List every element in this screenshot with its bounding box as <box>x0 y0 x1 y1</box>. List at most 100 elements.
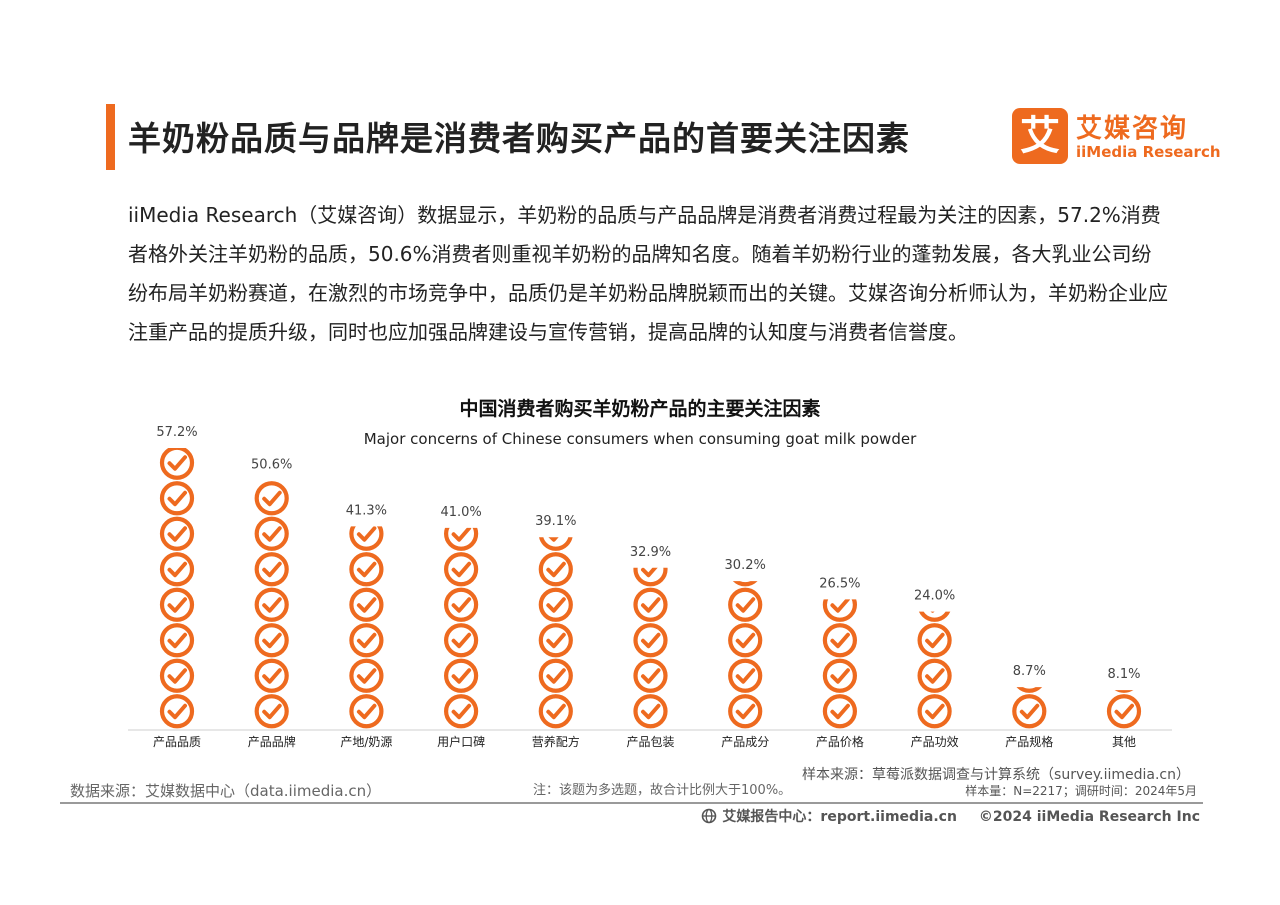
check-circle-icon <box>822 694 858 729</box>
check-circle-icon <box>917 623 952 658</box>
check-circle-icon <box>159 694 195 729</box>
check-circle-icon <box>254 587 289 622</box>
check-circle-icon <box>349 658 384 693</box>
check-circle-icon <box>539 537 573 551</box>
check-circle-icon <box>1016 687 1043 693</box>
value-label: 24.0% <box>914 589 955 604</box>
category-label: 产地/奶源 <box>340 735 392 749</box>
bar-产品功效 <box>917 611 952 729</box>
check-circle-icon <box>538 658 573 693</box>
category-label: 产品品质 <box>153 735 201 749</box>
check-circle-icon <box>444 552 479 587</box>
value-label: 26.5% <box>819 576 860 591</box>
value-label: 30.2% <box>725 558 766 573</box>
check-circle-icon <box>444 623 479 658</box>
bar-产品价格 <box>822 599 858 729</box>
check-circle-icon <box>444 694 479 729</box>
category-label: 产品价格 <box>816 734 864 749</box>
check-circle-icon <box>349 694 384 729</box>
check-circle-icon <box>254 516 289 551</box>
chart-title: 中国消费者购买羊奶粉产品的主要关注因素 <box>459 398 821 420</box>
check-circle-icon <box>159 658 195 693</box>
bar-产品品牌 <box>254 481 289 729</box>
bar-产品包装 <box>633 567 668 729</box>
chart-subtitle: Major concerns of Chinese consumers when… <box>363 430 917 448</box>
bar-产品规格 <box>1012 687 1047 729</box>
value-label: 41.0% <box>440 505 481 520</box>
iimedia-logo: 艾 艾媒咨询 iiMedia Research <box>1012 108 1221 166</box>
logo-text-en: iiMedia Research <box>1076 143 1221 161</box>
check-circle-icon <box>159 481 195 516</box>
category-label: 产品规格 <box>1005 734 1053 749</box>
check-circle-icon <box>822 599 857 622</box>
category-label: 营养配方 <box>532 734 580 749</box>
check-circle-icon <box>159 516 195 551</box>
check-circle-icon <box>633 567 668 587</box>
check-circle-icon <box>633 623 668 658</box>
value-label: 50.6% <box>251 458 292 473</box>
summary-paragraph: iiMedia Research（艾媒咨询）数据显示，羊奶粉的品质与产品品牌是消… <box>128 203 1168 344</box>
check-circle-icon <box>349 552 384 587</box>
check-circle-icon <box>538 587 573 622</box>
check-circle-icon <box>538 552 573 587</box>
check-circle-icon <box>444 527 479 551</box>
check-circle-icon <box>159 447 195 480</box>
check-circle-icon <box>349 526 384 551</box>
bar-产品成分 <box>728 581 763 729</box>
bar-产地/奶源 <box>349 526 384 729</box>
value-label: 8.1% <box>1107 667 1140 682</box>
check-circle-icon <box>349 623 384 658</box>
check-circle-icon <box>254 481 289 516</box>
footer-bar: 艾媒报告中心：report.iimedia.cn ©2024 iiMedia Re… <box>701 806 1200 826</box>
bar-其他 <box>1106 690 1142 729</box>
check-circle-icon <box>1114 690 1134 693</box>
category-label: 产品包装 <box>626 735 674 749</box>
logo-mark: 艾 <box>1012 108 1068 164</box>
copyright: ©2024 iiMedia Research Inc <box>978 809 1200 825</box>
check-circle-icon <box>1106 694 1142 729</box>
check-circle-icon <box>822 623 858 658</box>
value-label: 32.9% <box>630 545 671 560</box>
check-circle-icon <box>728 587 763 622</box>
page-title: 羊奶粉品质与品牌是消费者购买产品的首要关注因素 <box>128 119 910 158</box>
check-circle-icon <box>732 581 758 587</box>
check-circle-icon <box>728 658 763 693</box>
check-circle-icon <box>728 623 763 658</box>
category-label: 用户口碑 <box>437 734 485 749</box>
check-circle-icon <box>159 623 195 658</box>
sample-size: 样本量：N=2217；调研时间：2024年5月 <box>965 784 1197 798</box>
bar-营养配方 <box>538 537 573 729</box>
title-accent-bar <box>106 104 115 170</box>
check-circle-icon <box>444 587 479 622</box>
check-circle-icon <box>633 658 668 693</box>
value-label: 57.2% <box>156 425 197 440</box>
value-label: 8.7% <box>1013 664 1046 679</box>
footer-divider <box>60 802 1203 804</box>
check-circle-icon <box>822 658 858 693</box>
check-circle-icon <box>1012 694 1047 729</box>
check-circle-icon <box>538 694 573 729</box>
check-circle-icon <box>254 694 289 729</box>
category-label: 产品品牌 <box>248 735 296 749</box>
check-circle-icon <box>349 587 384 622</box>
value-label: 41.3% <box>346 503 387 518</box>
check-circle-icon <box>254 623 289 658</box>
value-label: 39.1% <box>535 514 576 529</box>
multi-select-note: 注：该题为多选题，故合计比例大于100%。 <box>533 783 792 798</box>
bar-用户口碑 <box>444 527 479 729</box>
logo-text-cn: 艾媒咨询 <box>1076 114 1189 144</box>
data-source: 数据来源：艾媒数据中心（data.iimedia.cn） <box>70 782 382 800</box>
globe-icon <box>702 808 717 824</box>
category-label: 产品成分 <box>721 735 769 749</box>
check-circle-icon <box>254 658 289 693</box>
sample-source: 样本来源：草莓派数据调查与计算系统（survey.iimedia.cn） <box>802 767 1190 783</box>
check-circle-icon <box>159 552 195 587</box>
category-label: 产品功效 <box>911 734 959 749</box>
check-circle-icon <box>917 658 952 693</box>
check-circle-icon <box>538 623 573 658</box>
check-circle-icon <box>159 587 195 622</box>
report-center-link[interactable]: 艾媒报告中心：report.iimedia.cn <box>722 809 957 825</box>
check-circle-icon <box>918 611 951 622</box>
category-label: 其他 <box>1112 735 1136 749</box>
